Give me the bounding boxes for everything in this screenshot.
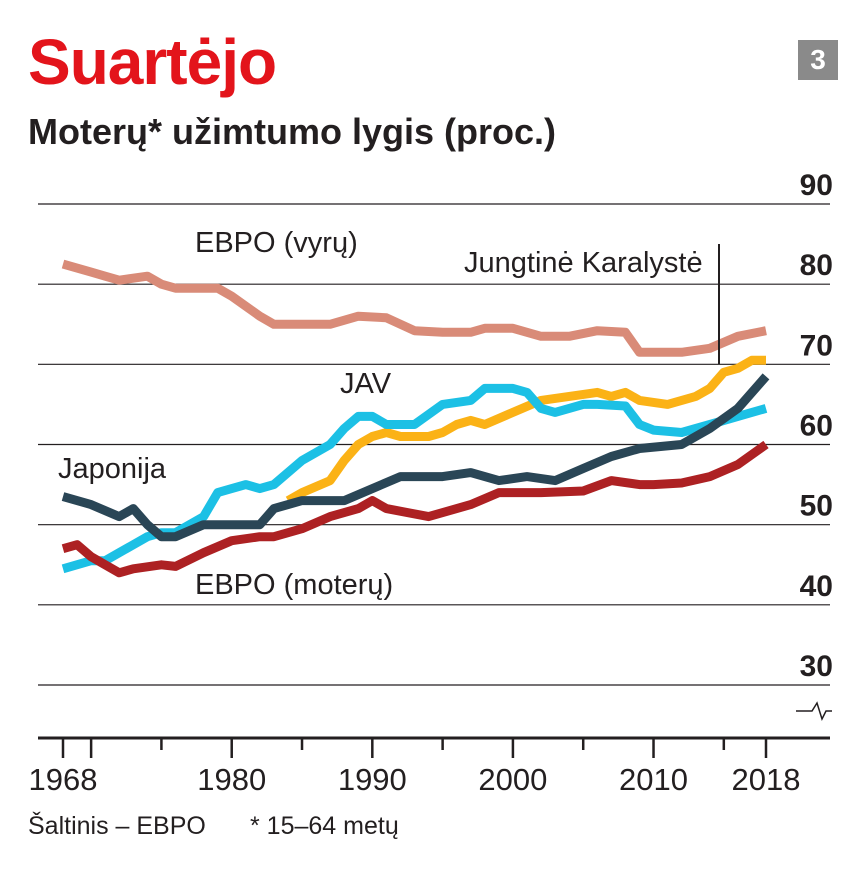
- series-label: EBPO (vyrų): [195, 227, 358, 259]
- gridlines: [38, 203, 830, 686]
- y-tick-label: 50: [800, 490, 833, 523]
- x-tick-label: 1968: [29, 762, 98, 797]
- source-note: Šaltinis – EBPO: [28, 812, 206, 840]
- axis-break-icon: [796, 701, 832, 721]
- series-label: EBPO (moterų): [195, 569, 393, 601]
- figure-number-badge: 3: [798, 40, 838, 80]
- series-line-1: [285, 355, 766, 505]
- series-line-3: [61, 373, 770, 542]
- series-line-0: [61, 259, 767, 357]
- chart-title: Suartėjo: [28, 26, 277, 98]
- chart-subtitle: Moterų* užimtumo lygis (proc.): [28, 111, 557, 152]
- x-tick-label: 2018: [732, 762, 801, 797]
- y-axis-ticks: 30 40 50 60 70 80 90: [796, 169, 833, 721]
- y-tick-label: 80: [800, 249, 833, 282]
- series-line-4: [61, 440, 769, 578]
- series-labels: EBPO (vyrų) Jungtinė Karalystė JAV Japonija…: [58, 227, 720, 601]
- footnote: * 15–64 metų: [250, 812, 399, 840]
- y-tick-label: 60: [800, 410, 833, 443]
- y-tick-label: 90: [800, 169, 833, 202]
- series-lines: [61, 259, 770, 578]
- series-label: Japonija: [58, 453, 167, 485]
- x-tick-label: 1990: [338, 762, 407, 797]
- x-tick-label: 2010: [619, 762, 688, 797]
- series-label: JAV: [340, 368, 392, 400]
- y-tick-label: 70: [800, 329, 833, 362]
- x-tick-label: 2000: [478, 762, 547, 797]
- x-axis: 1968 1980 1990 2000 2010 2018: [29, 736, 830, 797]
- y-tick-label: 40: [800, 570, 833, 603]
- series-label: Jungtinė Karalystė: [464, 247, 703, 279]
- x-tick-label: 1980: [197, 762, 266, 797]
- y-tick-label: 30: [800, 650, 833, 683]
